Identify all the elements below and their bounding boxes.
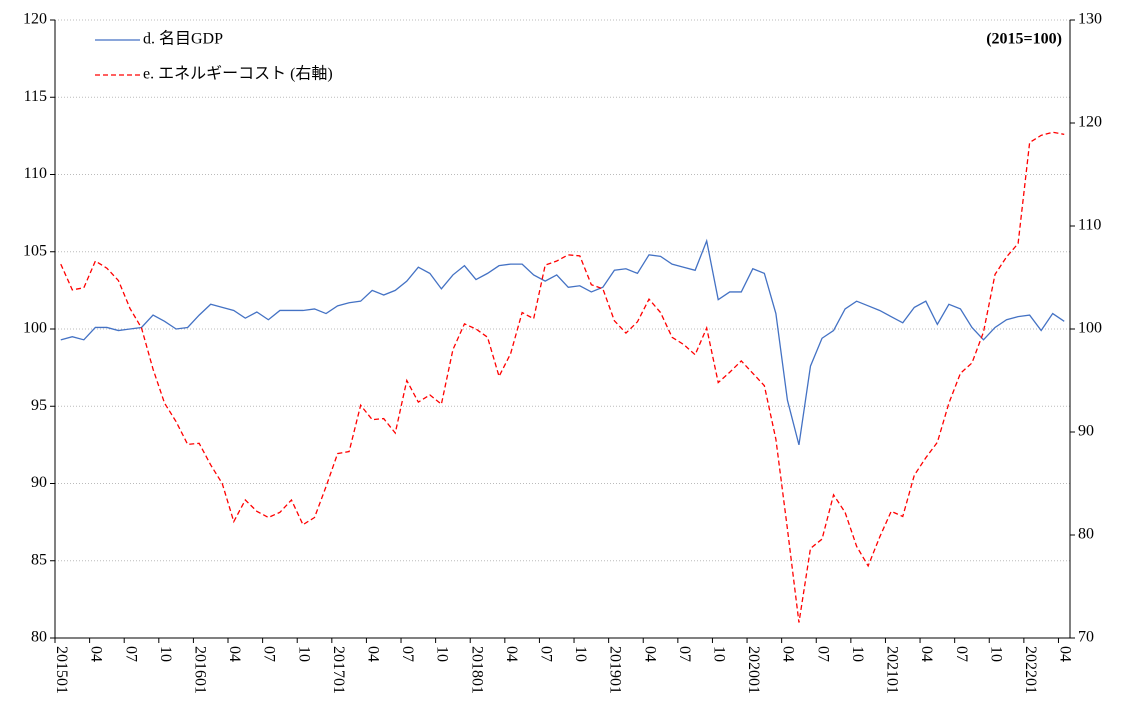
y-tick-label: 120 [23,11,47,28]
x-tick-label: 10 [157,646,174,662]
y2-tick-label: 130 [1078,11,1102,28]
x-tick-label: 10 [434,646,451,662]
y-tick-label: 85 [31,551,47,568]
x-tick-label: 202101 [884,646,901,694]
series-line [60,238,1065,446]
series-line [60,131,1065,623]
x-tick-label: 10 [572,646,589,662]
x-tick-label: 201801 [468,646,485,694]
x-tick-label: 201901 [607,646,624,694]
y-tick-label: 110 [24,165,47,182]
x-tick-label: 202001 [745,646,762,694]
y-tick-label: 95 [31,397,47,414]
y-tick-label: 105 [23,242,47,259]
x-tick-label: 07 [814,646,831,662]
x-tick-label: 10 [849,646,866,662]
x-tick-label: 04 [918,646,935,662]
x-tick-label: 10 [295,646,312,662]
y-tick-label: 80 [31,629,47,646]
y-tick-label: 90 [31,474,47,491]
y2-tick-label: 70 [1078,629,1094,646]
y2-tick-label: 90 [1078,423,1094,440]
x-tick-label: 04 [780,646,797,662]
x-tick-label: 202201 [1022,646,1039,694]
x-tick-label: 04 [641,646,658,662]
y-tick-label: 115 [24,88,47,105]
y2-tick-label: 100 [1078,320,1102,337]
x-tick-label: 07 [538,646,555,662]
x-tick-label: 07 [953,646,970,662]
y2-tick-label: 110 [1078,217,1101,234]
x-tick-label: 10 [987,646,1004,662]
x-tick-label: 07 [676,646,693,662]
y-tick-label: 100 [23,320,47,337]
x-tick-label: 201701 [330,646,347,694]
legend-label: d. 名目GDP [143,30,223,48]
y2-tick-label: 80 [1078,526,1094,543]
y2-tick-label: 120 [1078,114,1102,131]
x-tick-label: 04 [226,646,243,662]
x-tick-label: 10 [711,646,728,662]
x-tick-label: 07 [122,646,139,662]
x-tick-label: 04 [503,646,520,662]
x-tick-label: 07 [261,646,278,662]
x-tick-label: 201501 [53,646,70,694]
x-tick-label: 04 [88,646,105,662]
annotation: (2015=100) [986,31,1062,48]
x-tick-label: 04 [1057,646,1074,662]
x-tick-label: 07 [399,646,416,662]
x-tick-label: 04 [365,646,382,662]
x-tick-label: 201601 [192,646,209,694]
legend-label: e. エネルギーコスト (右軸) [143,65,333,83]
